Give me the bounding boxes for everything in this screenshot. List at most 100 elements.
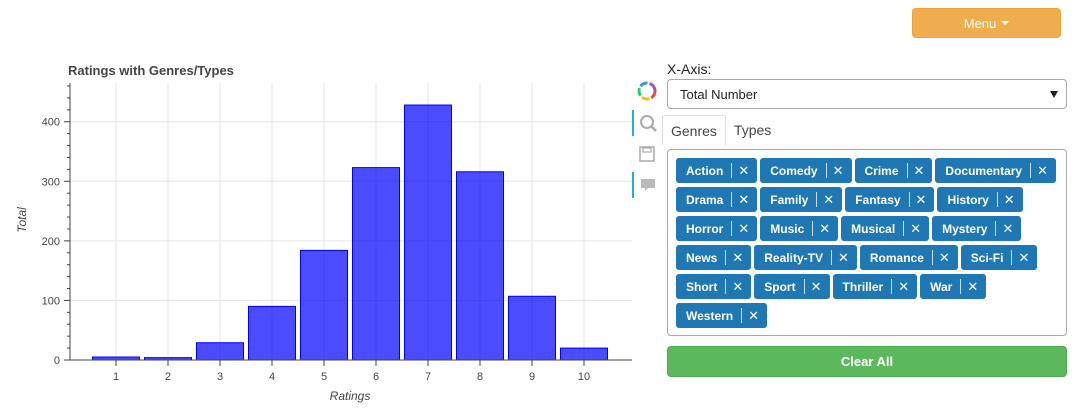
clear-all-button[interactable]: Clear All bbox=[667, 346, 1067, 377]
y-tick-label: 400 bbox=[42, 117, 60, 129]
menu-button[interactable]: Menu bbox=[912, 8, 1061, 38]
x-axis-select[interactable]: Total Number bbox=[667, 79, 1067, 109]
genre-tag: Thriller ✕ bbox=[832, 274, 918, 299]
remove-tag-icon[interactable]: ✕ bbox=[960, 279, 986, 294]
y-tick-label: 100 bbox=[42, 295, 60, 307]
genre-tag: Reality-TV ✕ bbox=[754, 245, 857, 270]
x-axis-label: Ratings bbox=[330, 389, 371, 403]
genre-tag: War ✕ bbox=[920, 274, 987, 299]
genre-tag-label: Music bbox=[770, 221, 805, 236]
filter-tabs: Genres Types bbox=[662, 115, 779, 145]
genre-tag: Documentary ✕ bbox=[935, 158, 1057, 183]
x-tick-label: 6 bbox=[373, 371, 379, 383]
bar-rating-5 bbox=[300, 249, 348, 361]
remove-tag-icon[interactable]: ✕ bbox=[908, 192, 935, 207]
genre-tag: Mystery ✕ bbox=[932, 216, 1022, 241]
save-icon[interactable] bbox=[632, 141, 662, 167]
remove-tag-icon[interactable]: ✕ bbox=[906, 163, 933, 178]
hover-tooltip-icon[interactable] bbox=[632, 172, 662, 198]
x-tick-label: 5 bbox=[321, 371, 327, 383]
genre-tag: Music ✕ bbox=[760, 216, 839, 241]
wheel-zoom-icon[interactable] bbox=[632, 110, 662, 136]
genre-tag-label: Short bbox=[686, 279, 718, 294]
x-tick-label: 3 bbox=[217, 371, 223, 383]
genre-tag: Fantasy ✕ bbox=[845, 187, 935, 212]
remove-tag-icon[interactable]: ✕ bbox=[731, 221, 757, 236]
y-axis-label: Total bbox=[15, 207, 29, 233]
genre-tag-label: Reality-TV bbox=[764, 250, 823, 265]
x-tick-label: 4 bbox=[269, 371, 275, 383]
remove-tag-icon[interactable]: ✕ bbox=[891, 279, 917, 294]
genre-tag: Musical ✕ bbox=[841, 216, 930, 241]
chart-title: Ratings with Genres/Types bbox=[68, 63, 234, 78]
genre-tag-label: Mystery bbox=[942, 221, 988, 236]
remove-tag-icon[interactable]: ✕ bbox=[803, 279, 830, 294]
remove-tag-icon[interactable]: ✕ bbox=[1030, 163, 1056, 178]
genre-tag-label: Drama bbox=[686, 192, 724, 207]
tab-genres[interactable]: Genres bbox=[662, 115, 726, 145]
genre-tag-label: Sci-Fi bbox=[970, 250, 1004, 265]
tab-types[interactable]: Types bbox=[733, 122, 772, 138]
x-axis-select-label: X-Axis: bbox=[667, 61, 712, 77]
genre-tag-label: Musical bbox=[851, 221, 896, 236]
y-tick-label: 200 bbox=[42, 236, 60, 248]
genre-tag-label: Comedy bbox=[770, 163, 818, 178]
genre-tag-label: Crime bbox=[864, 163, 899, 178]
remove-tag-icon[interactable]: ✕ bbox=[725, 279, 751, 294]
remove-tag-icon[interactable]: ✕ bbox=[731, 192, 757, 207]
genre-tag-label: War bbox=[930, 279, 953, 294]
genre-tag-label: Romance bbox=[869, 250, 924, 265]
bar-rating-9 bbox=[508, 295, 556, 361]
genre-tag: Sport ✕ bbox=[754, 274, 830, 299]
genre-tag: History ✕ bbox=[937, 187, 1023, 212]
genre-tag: Sci-Fi ✕ bbox=[960, 245, 1038, 270]
genre-tag: News ✕ bbox=[676, 245, 752, 270]
bar-rating-4 bbox=[248, 305, 296, 361]
genre-tag-label: Western bbox=[686, 308, 734, 323]
remove-tag-icon[interactable]: ✕ bbox=[725, 250, 751, 265]
bar-rating-7 bbox=[404, 104, 452, 361]
genre-tag: Western ✕ bbox=[676, 303, 768, 328]
remove-tag-icon[interactable]: ✕ bbox=[903, 221, 929, 236]
x-tick-label: 2 bbox=[165, 371, 171, 383]
remove-tag-icon[interactable]: ✕ bbox=[731, 163, 757, 178]
remove-tag-icon[interactable]: ✕ bbox=[825, 163, 852, 178]
menu-label: Menu bbox=[963, 15, 997, 31]
genre-tag: Romance ✕ bbox=[859, 245, 958, 270]
chart-toolbar bbox=[632, 78, 662, 202]
remove-tag-icon[interactable]: ✕ bbox=[931, 250, 958, 265]
genre-multichoice[interactable]: Action ✕ Comedy ✕ Crime ✕ Documentary ✕ Drama ✕ Fa… bbox=[667, 149, 1067, 336]
bokeh-logo-icon[interactable] bbox=[632, 78, 662, 104]
genre-tag-label: News bbox=[686, 250, 718, 265]
genre-tag-label: Thriller bbox=[842, 279, 884, 294]
genre-tag: Action ✕ bbox=[676, 158, 758, 183]
caret-down-icon bbox=[1001, 21, 1010, 25]
x-tick-label: 10 bbox=[578, 371, 590, 383]
x-tick-label: 7 bbox=[425, 371, 431, 383]
genre-tag-label: Horror bbox=[686, 221, 724, 236]
genre-tag: Family ✕ bbox=[760, 187, 843, 212]
remove-tag-icon[interactable]: ✕ bbox=[816, 192, 842, 207]
genre-tag: Comedy ✕ bbox=[760, 158, 852, 183]
remove-tag-icon[interactable]: ✕ bbox=[995, 221, 1021, 236]
x-tick-label: 9 bbox=[529, 371, 535, 383]
genre-tag: Short ✕ bbox=[676, 274, 752, 299]
bar-rating-6 bbox=[352, 167, 400, 361]
genre-tag-label: Documentary bbox=[945, 163, 1023, 178]
genre-tag-label: Sport bbox=[764, 279, 796, 294]
remove-tag-icon[interactable]: ✕ bbox=[812, 221, 838, 236]
bar-rating-3 bbox=[196, 342, 244, 361]
genre-tag: Horror ✕ bbox=[676, 216, 758, 241]
remove-tag-icon[interactable]: ✕ bbox=[741, 308, 767, 323]
genre-tag-label: Fantasy bbox=[855, 192, 901, 207]
bar-chart: 0 100 200 300 400 1 2 3 4 5 6 7 8 9 10 Ratings Total bbox=[15, 83, 632, 403]
genre-tag-label: Family bbox=[770, 192, 809, 207]
bar-rating-8 bbox=[456, 171, 504, 361]
genre-tag: Drama ✕ bbox=[676, 187, 758, 212]
remove-tag-icon[interactable]: ✕ bbox=[996, 192, 1023, 207]
y-tick-label: 300 bbox=[42, 176, 60, 188]
x-tick-label: 1 bbox=[113, 371, 119, 383]
remove-tag-icon[interactable]: ✕ bbox=[1011, 250, 1037, 265]
x-axis-select-value: Total Number bbox=[680, 86, 758, 102]
remove-tag-icon[interactable]: ✕ bbox=[830, 250, 857, 265]
